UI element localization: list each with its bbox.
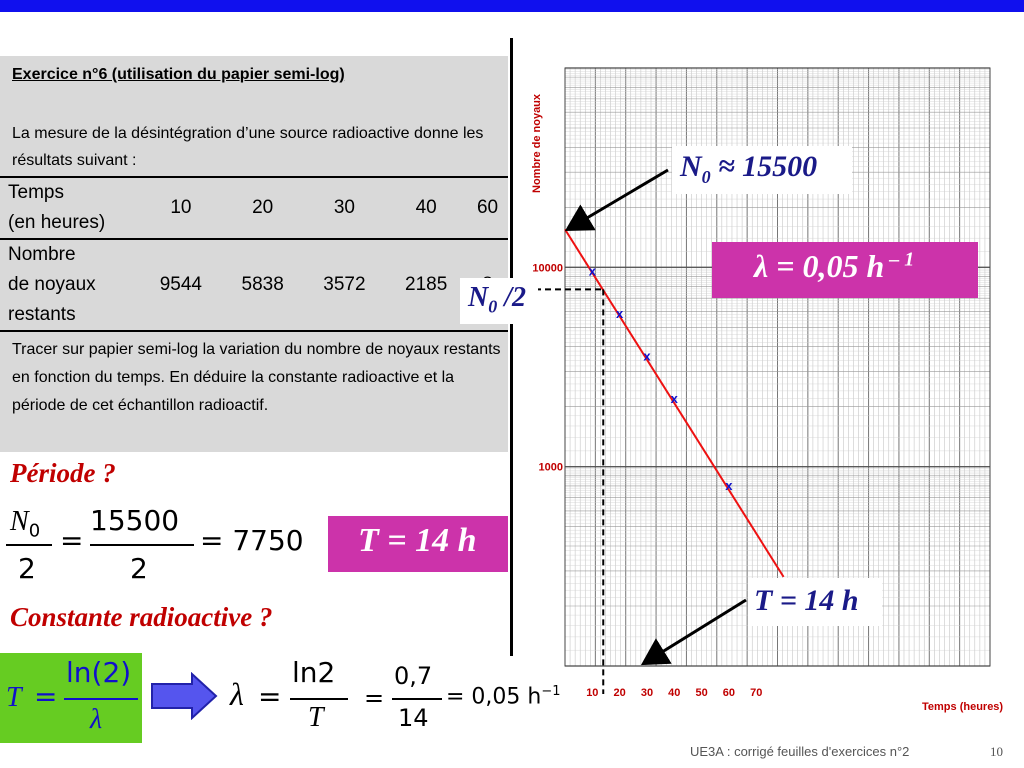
periode-title: Période ?	[10, 458, 116, 488]
constante-title: Constante radioactive ?	[10, 602, 273, 632]
count-cell: 2185	[405, 274, 448, 295]
chart-marks: x x x x x	[589, 263, 734, 493]
numerator: 0,7	[394, 662, 433, 690]
y-axis-label: Nombre de noyaux	[531, 93, 543, 193]
divider-line	[510, 38, 513, 656]
y-tick-label: 1000	[539, 462, 563, 474]
n0-half-label: N	[468, 282, 489, 313]
lambda-result: = 0,05 h	[446, 684, 542, 710]
fraction-07-over-14: 0,7 14	[392, 662, 442, 738]
fit-line	[564, 228, 785, 578]
half-life-guide	[535, 288, 605, 694]
time-cell: 40	[415, 197, 437, 218]
period-answer-box: T = 14 h	[328, 516, 508, 572]
exercise-intro: La mesure de la désintégration d’une sou…	[12, 125, 484, 169]
exercise-box	[0, 56, 508, 452]
lambda-box: λ = 0,05 h – 1	[712, 242, 978, 298]
numerator: ln2	[292, 656, 336, 689]
n0-symbol: N	[10, 506, 29, 537]
time-cell: 60	[476, 197, 499, 218]
t-symbol: T	[6, 682, 22, 713]
exercise-task: Tracer sur papier semi-log la variation …	[12, 341, 501, 414]
denominator: 14	[398, 704, 429, 732]
lambda-box-exp: – 1	[884, 248, 915, 271]
n0-label-sub: 0	[701, 167, 711, 187]
row-label-count: Nombre	[8, 244, 76, 265]
x-tick-label: 70	[750, 687, 762, 699]
lambda-symbol: λ	[230, 676, 244, 712]
row-label-time-unit: (en heures)	[8, 212, 106, 233]
equals-sign: =	[60, 524, 84, 557]
lambda-symbol: λ	[90, 704, 103, 735]
numerator: 15500	[90, 504, 180, 537]
n0-half-sub: 0	[488, 296, 498, 317]
row-label-count: de noyaux	[8, 274, 96, 295]
n0-subscript: 0	[28, 520, 41, 542]
count-cell: 5838	[241, 274, 284, 295]
fraction-n0-over-2: N0 2	[6, 504, 52, 588]
numerator: ln(2)	[66, 656, 132, 689]
equals-sign: =	[364, 684, 385, 712]
lambda-result-exp: −1	[541, 684, 561, 699]
x-tick-label: 60	[723, 687, 735, 699]
fraction-15500-over-2: 15500 2	[90, 504, 194, 588]
n0-label: N	[680, 150, 702, 183]
n0-half-rest: /2	[497, 282, 527, 313]
n0-half-annotation: N0 /2	[460, 278, 538, 324]
time-cell: 20	[252, 197, 274, 218]
footer-text: UE3A : corrigé feuilles d'exercices n°2	[690, 744, 910, 759]
denominator: 2	[130, 552, 148, 585]
equals-sign: =	[258, 680, 282, 713]
count-cell: 3572	[323, 274, 366, 295]
t-annotation: T = 14 h	[748, 578, 882, 626]
page-number: 10	[990, 744, 1003, 759]
y-tick-labels: 10000 1000	[532, 262, 563, 473]
time-cell: 30	[333, 197, 355, 218]
lambda-box-text: λ = 0,05 h	[754, 248, 885, 284]
x-tick-label: 50	[695, 687, 707, 699]
exercise-title: Exercice n°6 (utilisation du papier semi…	[12, 66, 345, 83]
x-tick-label: 30	[641, 687, 653, 699]
data-point: x	[589, 263, 597, 278]
table-row-time: Temps (en heures) 10 20 30 40 60	[0, 177, 508, 239]
periode-result: = 7750	[200, 524, 304, 557]
fraction-ln2-over-lambda: ln(2) λ	[64, 656, 138, 742]
x-tick-labels: 10 20 30 40 50 60 70	[586, 687, 762, 699]
data-point: x	[671, 391, 679, 406]
data-point: x	[616, 306, 624, 321]
data-point: x	[725, 478, 733, 493]
table-row-count: Nombre de noyaux restants 9544 5838 3572…	[0, 239, 508, 331]
denominator: T	[308, 702, 324, 733]
denominator: 2	[18, 552, 36, 585]
plot-frame	[564, 67, 991, 667]
count-cell: 9544	[159, 274, 203, 295]
data-point: x	[643, 348, 651, 363]
fraction-ln2-over-t: ln2 T	[290, 656, 348, 742]
n0-value: ≈ 15500	[710, 150, 818, 183]
time-cell: 10	[170, 197, 192, 218]
row-label-count: restants	[8, 304, 76, 325]
x-tick-label: 10	[586, 687, 598, 699]
data-table: Temps (en heures) 10 20 30 40 60 Nombre …	[0, 176, 508, 332]
equals-sign: =	[34, 680, 58, 713]
x-axis-label: Temps (heures)	[922, 701, 1003, 713]
top-banner	[0, 0, 1024, 12]
x-tick-label: 40	[668, 687, 680, 699]
y-tick-label: 10000	[532, 262, 563, 274]
n0-annotation: N0 ≈ 15500	[672, 146, 852, 194]
x-tick-label: 20	[614, 687, 626, 699]
arrow-right-icon	[151, 672, 218, 720]
row-label-time: Temps	[8, 182, 64, 203]
